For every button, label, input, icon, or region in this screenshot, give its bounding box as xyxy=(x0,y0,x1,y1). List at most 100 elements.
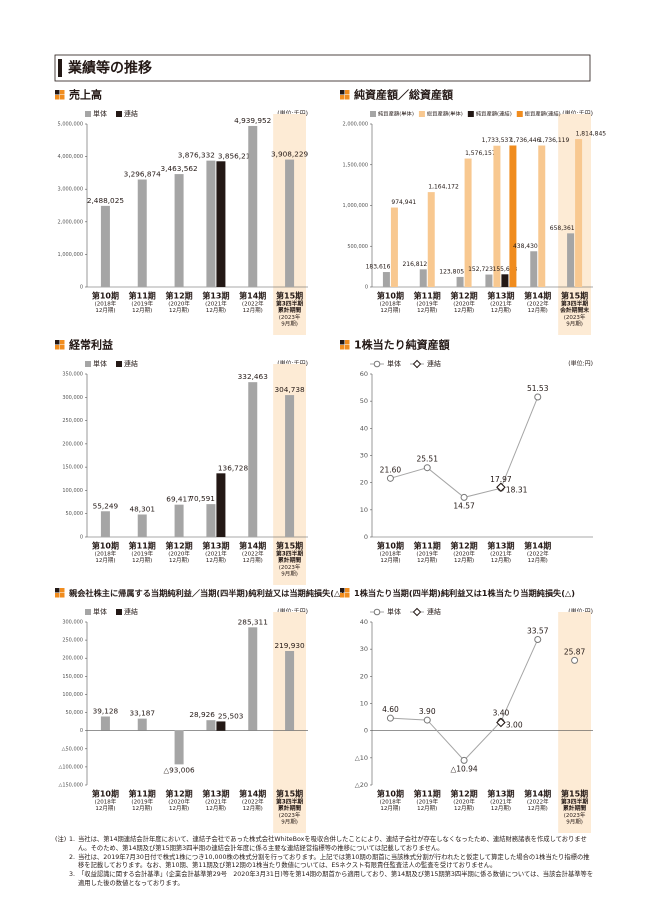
x-tick-label: 12月期) xyxy=(132,805,152,812)
x-tick-label: 累計期間 xyxy=(278,804,301,812)
y-tick-label: 1,000,000 xyxy=(343,203,368,209)
x-tick-label: (2019年 xyxy=(416,549,438,557)
x-tick-label: 12月期) xyxy=(243,307,263,314)
value-label: 17.97 xyxy=(490,475,512,484)
y-tick-label: 100,000 xyxy=(62,692,83,698)
x-tick-label: 第13期 xyxy=(202,789,229,799)
legend-label: 連結 xyxy=(124,359,138,368)
x-tick-label: 12月期) xyxy=(454,805,474,812)
title-icon xyxy=(55,95,60,100)
y-tick-label: 30 xyxy=(360,645,368,653)
x-tick-label: 第13期 xyxy=(487,541,514,551)
x-tick-label: 第10期 xyxy=(377,541,404,551)
x-tick-label: (2023年 xyxy=(564,313,586,321)
y-tick-label: 20 xyxy=(360,672,368,680)
value-label: 51.53 xyxy=(527,384,549,393)
x-tick-label: 第3四半期 xyxy=(276,549,303,557)
x-tick-label: 12月期) xyxy=(206,557,226,564)
value-label: 183,616 xyxy=(366,264,391,271)
x-tick-label: 9月期) xyxy=(566,321,583,328)
y-tick-label: 0 xyxy=(365,285,368,291)
value-label: 3.90 xyxy=(419,707,436,716)
unit-label: (単位:千円) xyxy=(277,110,308,118)
marker xyxy=(496,717,506,728)
bar xyxy=(248,382,258,537)
y-tick-label: 50,000 xyxy=(66,511,84,517)
x-tick-label: 9月期) xyxy=(281,571,298,578)
legend-label: 総資産額(単体) xyxy=(427,110,463,118)
bar xyxy=(100,205,110,287)
y-tick-label: 2,000,000 xyxy=(343,122,368,128)
x-tick-label: 第11期 xyxy=(129,789,156,799)
title-icon xyxy=(60,345,65,350)
x-tick-label: 第3四半期 xyxy=(276,299,303,307)
title-icon xyxy=(345,95,350,100)
x-tick-label: 第11期 xyxy=(129,291,156,301)
legend-marker xyxy=(373,360,381,368)
legend-swatch xyxy=(418,111,425,117)
marker xyxy=(534,635,542,643)
unit-label: (単位:円) xyxy=(568,608,593,616)
x-tick-label: 12月期) xyxy=(380,805,400,812)
x-tick-label: (2018年 xyxy=(380,299,402,307)
marker xyxy=(534,393,542,401)
note-label: (注) xyxy=(55,836,67,843)
value-label: 69,417 xyxy=(166,495,192,504)
x-tick-label: 12月期) xyxy=(528,307,548,314)
x-tick-label: 12月期) xyxy=(132,307,152,314)
bar xyxy=(390,207,398,287)
note-number: 2. xyxy=(69,853,76,861)
legend-label: 単体 xyxy=(93,359,107,368)
legend-swatch xyxy=(467,111,474,117)
legend-label: 純資産額(連結) xyxy=(476,110,512,118)
y-tick-label: 0 xyxy=(80,285,83,291)
bar xyxy=(382,272,390,287)
x-tick-label: 第14期 xyxy=(524,291,551,301)
legend-label: 連結 xyxy=(124,109,138,118)
title-icon xyxy=(345,593,350,598)
notes: (注) 1. 当社は、第14期連結会計年度において、連結子会社であった株式会社Whi… xyxy=(55,836,595,889)
y-tick-label: △10 xyxy=(355,754,368,762)
title-icon xyxy=(345,588,350,593)
chart-title: 売上高 xyxy=(69,88,102,102)
x-tick-label: 第12期 xyxy=(451,291,478,301)
x-tick-label: 12月期) xyxy=(243,557,263,564)
x-tick-label: (2021年 xyxy=(205,797,227,805)
bar xyxy=(419,269,427,287)
legend-label: 単体 xyxy=(93,109,107,118)
x-tick-label: (2022年 xyxy=(527,797,549,805)
x-tick-label: 9月期) xyxy=(281,321,298,328)
title-icon xyxy=(55,593,60,598)
x-tick-label: (2021年 xyxy=(490,549,512,557)
value-label: 3,908,229 xyxy=(271,150,308,159)
bar xyxy=(216,161,226,287)
value-label: 219,930 xyxy=(274,641,305,650)
x-tick-label: 第13期 xyxy=(487,291,514,301)
x-tick-label: 第3四半期 xyxy=(561,797,588,805)
y-tick-label: 50 xyxy=(360,397,368,405)
x-tick-label: 第15期 xyxy=(561,291,588,301)
chart-title: 純資産額／総資産額 xyxy=(354,88,453,102)
unit-label: (単位:千円) xyxy=(562,110,593,118)
y-tick-label: 150,000 xyxy=(62,465,83,471)
legend-swatch xyxy=(116,609,122,615)
legend-marker xyxy=(412,607,422,617)
legend-swatch xyxy=(85,361,91,367)
title-icon xyxy=(345,345,350,350)
x-tick-label: 第3四半期 xyxy=(561,299,588,307)
x-tick-label: (2022年 xyxy=(242,299,264,307)
x-tick-label: (2018年 xyxy=(95,299,117,307)
title-icon xyxy=(345,90,350,95)
value-label: 55,249 xyxy=(93,501,119,510)
value-label: 3,876,332 xyxy=(178,151,215,160)
note-row: 2. 当社は、2019年7月30日付で株式1株につき10,000株の株式分割を行っ… xyxy=(55,854,595,872)
x-tick-label: 12月期) xyxy=(169,805,189,812)
line xyxy=(390,396,539,498)
value-label: 33.57 xyxy=(527,626,549,635)
legend-label: 単体 xyxy=(387,607,401,616)
y-tick-label: △100,000 xyxy=(58,764,83,770)
y-tick-label: △50,000 xyxy=(62,746,83,752)
value-label: 304,738 xyxy=(274,385,305,394)
note-text: 当社は、第14期連結会計年度において、連結子会社であった株式会社WhiteBox… xyxy=(78,836,587,852)
